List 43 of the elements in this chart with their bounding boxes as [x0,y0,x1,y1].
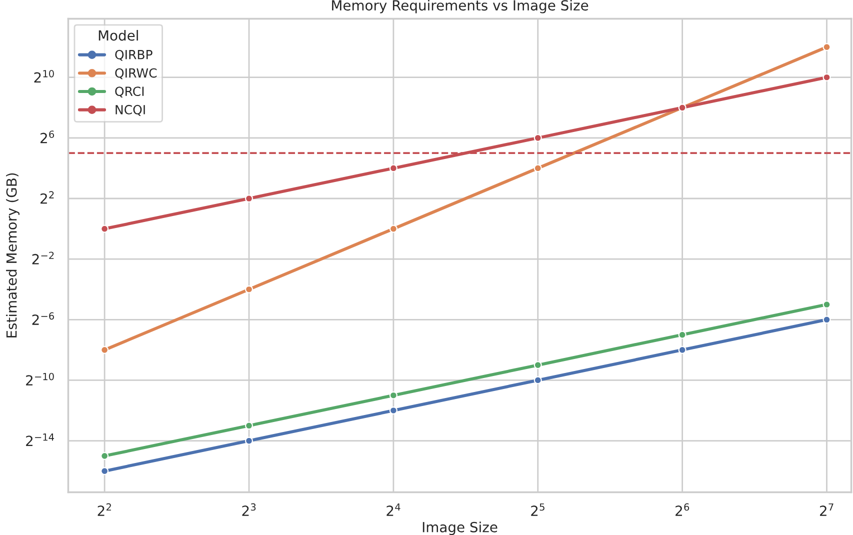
x-tick-label: 2$^{6}$ [676,503,690,516]
legend-label: QIRWC [115,68,157,80]
x-tick-label: 2$^{7}$ [820,503,834,516]
point [389,164,398,172]
y-tick-label: 2$^{−10}$ [26,372,54,386]
point [100,224,109,233]
point [244,194,254,203]
legend-title: Model [98,30,138,41]
x-tick-label: 2$^{5}$ [531,503,544,516]
y-tick-label: 2$^{10}$ [34,70,54,83]
point [389,406,398,415]
point [678,346,686,354]
legend-label: QIRBP [115,50,152,61]
x-axis-title: Image Size [422,522,498,535]
y-tick-label: 2$^{−2}$ [32,252,54,264]
point [389,391,398,400]
point [244,436,254,445]
point [244,422,254,430]
y-tick-label: 2$^{2}$ [40,191,54,204]
point [822,316,831,324]
point [244,285,254,294]
point [534,134,542,142]
point [822,73,831,82]
point [678,330,686,339]
x-tick-label: 2$^{2}$ [98,503,111,516]
point [822,300,831,309]
y-tick-label: 2$^{−14}$ [26,434,54,446]
legend-label: QRCI [115,86,144,98]
point [534,361,542,370]
point [822,43,831,52]
point [100,467,109,476]
point [534,376,542,384]
x-tick-label: 2$^{3}$ [242,503,256,516]
legend-label: NCQI [116,104,145,116]
y-tick-label: 2$^{−6}$ [32,312,54,325]
point [100,346,109,354]
point [100,452,109,460]
x-tick-label: 2$^{4}$ [386,503,400,516]
y-axis-title: Estimated Memory (GB) [6,173,20,338]
y-tick-label: 2$^{6}$ [40,130,54,144]
point [534,164,542,172]
chart-title: Memory Requirements vs Image Size [332,0,588,14]
point [389,224,398,233]
